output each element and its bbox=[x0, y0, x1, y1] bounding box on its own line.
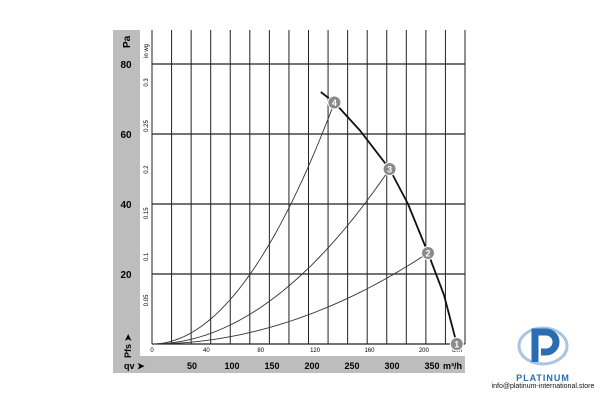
x-tick-label-cfm: 40 bbox=[203, 348, 210, 354]
x-tick-label: 200 bbox=[304, 361, 319, 371]
y-tick-label-inwg: 0.25 bbox=[144, 120, 150, 132]
x-tick-label: 350 bbox=[424, 361, 439, 371]
operating-point-label: 2 bbox=[425, 249, 430, 259]
y-tick-label-inwg: 0.3 bbox=[144, 78, 150, 87]
x-tick-label: 50 bbox=[187, 361, 197, 371]
y-tick-label-inwg: 0.05 bbox=[144, 294, 150, 306]
x-tick-label-cfm: 160 bbox=[364, 348, 375, 354]
y-tick-label: 80 bbox=[120, 60, 132, 71]
y-axis-bottom-label: Pfs ➤ bbox=[123, 333, 133, 358]
y-tick-label: 60 bbox=[120, 130, 132, 141]
operating-point-label: 4 bbox=[332, 98, 337, 108]
x-axis-label: qv ➤ bbox=[124, 361, 145, 371]
operating-point-label: 3 bbox=[387, 165, 392, 175]
y-tick-label: 20 bbox=[120, 270, 132, 281]
operating-point-label: 1 bbox=[454, 340, 459, 350]
x-tick-label-cfm: 80 bbox=[257, 348, 264, 354]
x-tick-label: 250 bbox=[344, 361, 359, 371]
operating-point-2 bbox=[421, 246, 435, 260]
operating-point-4 bbox=[327, 95, 342, 110]
brand-name: PLATINUM bbox=[516, 373, 570, 383]
x-axis-unit: m³/h bbox=[443, 361, 462, 371]
y-tick-label-inwg: 0.1 bbox=[144, 252, 150, 261]
x-tick-label: 100 bbox=[224, 361, 239, 371]
operating-point-3 bbox=[382, 162, 397, 176]
x-tick-label: 150 bbox=[264, 361, 279, 371]
system-curve-2 bbox=[151, 252, 429, 345]
fan-curve bbox=[320, 91, 458, 345]
x-tick-label-cfm: 200 bbox=[419, 348, 430, 354]
contact-email: info@platinum-international.store bbox=[491, 383, 595, 390]
y-axis-label-secondary: in wg bbox=[144, 44, 150, 58]
system-curve-4 bbox=[151, 102, 335, 345]
platinum-logo-icon bbox=[517, 326, 569, 366]
y-tick-label-inwg: 0.2 bbox=[144, 165, 150, 174]
x-axis-unit-secondary: cfm bbox=[452, 348, 462, 354]
x-tick-label: 300 bbox=[384, 361, 399, 371]
x-tick-label-cfm: 120 bbox=[310, 348, 321, 354]
y-axis-band bbox=[113, 30, 140, 360]
x-tick-label-cfm: 0 bbox=[150, 348, 154, 354]
x-axis-band bbox=[113, 356, 465, 373]
operating-point-1 bbox=[449, 337, 464, 351]
system-curve-3 bbox=[151, 168, 390, 345]
y-axis-label: Pa bbox=[122, 35, 133, 48]
y-tick-label: 40 bbox=[120, 200, 132, 211]
platinum-logo: PLATINUM info@platinum-international.sto… bbox=[486, 322, 600, 390]
y-tick-label-inwg: 0.15 bbox=[144, 207, 150, 219]
